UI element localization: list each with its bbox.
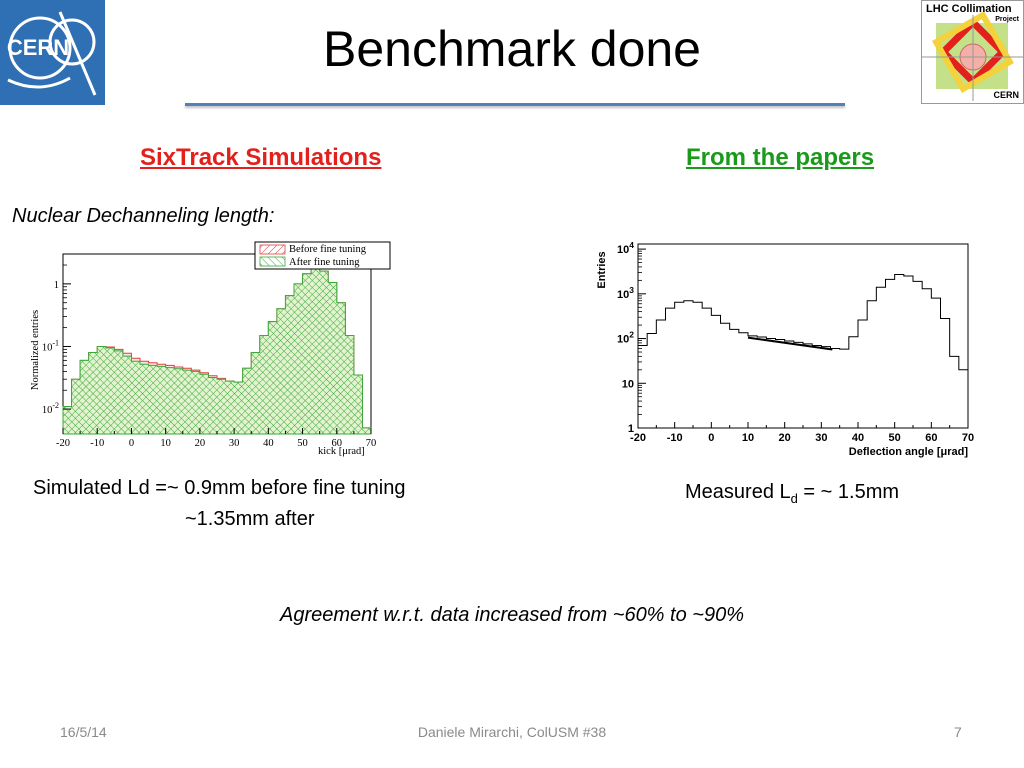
agreement-statement: Agreement w.r.t. data increased from ~60… (280, 604, 744, 626)
sim-y-axis-label: Normalized entries (30, 310, 41, 390)
meas-x-axis-label: Deflection angle [μrad] (849, 446, 969, 458)
sim-y-tick-label: 10-1 (42, 338, 59, 353)
meas-x-tick-label: 0 (708, 432, 714, 444)
sim-x-tick-label: -20 (56, 438, 70, 449)
meas-x-tick-label: -10 (667, 432, 683, 444)
meas-x-tick-label: 10 (742, 432, 754, 444)
sim-x-tick-label: 10 (160, 438, 171, 449)
sim-legend-swatch-after (259, 256, 286, 267)
sim-x-axis-label: kick [μrad] (318, 446, 365, 457)
sim-x-tick-label: 30 (229, 438, 240, 449)
meas-fit-line (747, 336, 833, 351)
sim-series-after-crosshatch (63, 267, 371, 434)
lhc-logo-graphic (922, 11, 1023, 101)
sim-x-tick-label: 40 (263, 438, 274, 449)
lhc-collimation-logo: LHC Collimation Project CERN (921, 0, 1024, 104)
meas-x-tick-label: 30 (815, 432, 827, 444)
simulation-chart: -20 -10 0 10 20 30 40 50 60 70 1 10-1 10-2 Before fi… (30, 241, 391, 457)
sim-x-tick-label: 60 (332, 438, 343, 449)
meas-plot-frame (637, 243, 969, 429)
measurement-chart: -20 -10 0 10 20 30 40 50 60 70 1 10 102 103 104 Deflec… (596, 240, 974, 458)
sim-x-tick-label: 50 (297, 438, 308, 449)
sixtrack-heading: SixTrack Simulations (140, 144, 382, 171)
meas-x-tick-label: 70 (962, 432, 974, 444)
sim-legend: Before fine tuning After fine tuning (254, 241, 391, 270)
lhc-logo-project: Project (995, 16, 1019, 23)
footer-page-number: 7 (954, 724, 962, 740)
sim-x-tick-label: -10 (90, 438, 104, 449)
cern-logo-text: CERN (7, 35, 69, 60)
meas-y-axis-label: Entries (596, 251, 608, 288)
measured-ld-subscript: d (790, 491, 798, 506)
sim-legend-label-before: Before fine tuning (289, 244, 367, 255)
meas-x-tick-label: 50 (889, 432, 901, 444)
sim-y-tick-label: 1 (54, 280, 59, 291)
meas-x-tick-label: 60 (925, 432, 937, 444)
sim-legend-swatch-before (259, 244, 286, 255)
sim-legend-label-after: After fine tuning (289, 257, 360, 268)
cern-logo-graphic: CERN (7, 11, 97, 96)
meas-axes: -20 -10 0 10 20 30 40 50 60 70 1 10 102 103 104 (617, 240, 974, 444)
nuclear-dechanneling-label: Nuclear Dechanneling length: (12, 205, 275, 227)
simulated-ld-line2: ~1.35mm after (185, 508, 315, 530)
sim-y-tick-label: 10-2 (42, 401, 59, 416)
meas-y-tick-label: 10 (622, 378, 634, 390)
meas-y-tick-label: 102 (617, 330, 634, 346)
measured-ld-value: = ~ 1.5mm (797, 481, 900, 503)
meas-series (638, 274, 968, 371)
cern-logo: CERN (0, 0, 105, 105)
sim-x-tick-label: 70 (366, 438, 377, 449)
footer-author: Daniele Mirarchi, ColUSM #38 (417, 724, 607, 740)
meas-x-tick-label: 20 (779, 432, 791, 444)
measured-ld-prefix: Measured L (685, 481, 791, 503)
meas-y-tick-label: 104 (617, 240, 634, 256)
measured-ld-text: Measured Ld = ~ 1.5mm (685, 481, 899, 506)
meas-x-tick-label: 40 (852, 432, 864, 444)
title-underline (185, 103, 845, 106)
meas-y-tick-label: 1 (628, 423, 634, 435)
lhc-logo-cern: CERN (993, 90, 1019, 100)
papers-heading: From the papers (686, 144, 875, 171)
sim-x-tick-label: 0 (129, 438, 134, 449)
slide-title: Benchmark done (322, 21, 701, 77)
simulated-ld-line1: Simulated Ld =~ 0.9mm before fine tuning (33, 477, 406, 499)
footer-date: 16/5/14 (60, 724, 107, 740)
meas-y-tick-label: 103 (617, 285, 634, 301)
lhc-logo-title: LHC Collimation (926, 3, 1012, 15)
sim-x-tick-label: 20 (195, 438, 206, 449)
meas-x-tick-label: -20 (630, 432, 646, 444)
